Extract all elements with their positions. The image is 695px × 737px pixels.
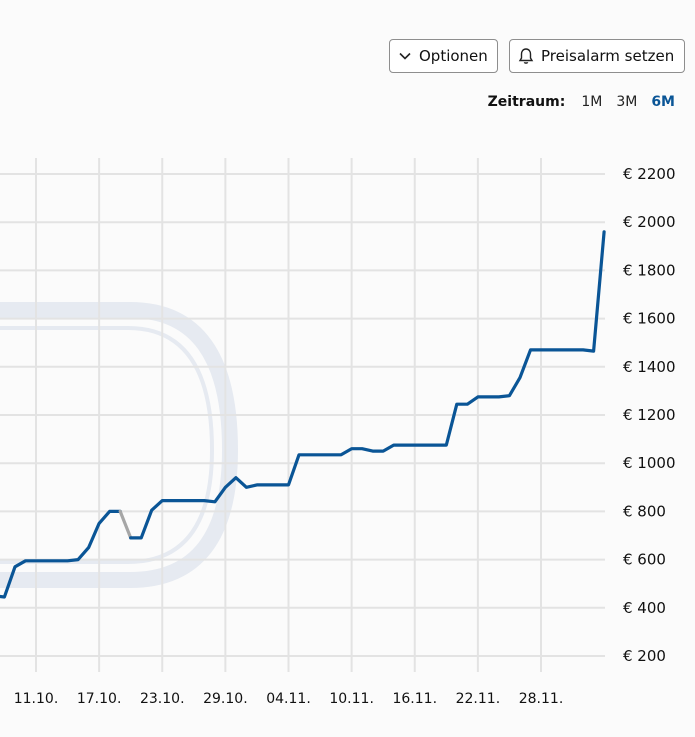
y-tick-label: € 800	[623, 502, 666, 520]
time-range-label: Zeitraum:	[487, 94, 566, 110]
options-button-label: Optionen	[419, 47, 488, 65]
range-option-3m[interactable]: 3M	[616, 94, 638, 110]
x-tick-label: 22.11.	[456, 691, 501, 707]
y-tick-label: € 1400	[623, 358, 676, 376]
y-tick-label: € 2200	[623, 165, 676, 183]
y-tick-label: € 1200	[623, 406, 676, 424]
y-tick-label: € 200	[623, 647, 666, 665]
y-tick-label: € 1800	[623, 261, 676, 279]
y-axis-ticks: € 200 € 400 € 600 € 800 € 1000 € 1200 € 1400 € …	[623, 165, 676, 665]
bell-icon	[518, 48, 534, 64]
x-axis-ticks: 11.10. 17.10. 23.10. 29.10. 04.11. 10.11. 16.1…	[14, 691, 564, 707]
series-line	[129, 230, 606, 540]
time-range-selector: Zeitraum: 1M 3M 6M	[488, 94, 681, 110]
y-tick-label: € 2000	[623, 213, 676, 231]
series-layer	[0, 230, 606, 599]
range-option-1m[interactable]: 1M	[581, 94, 603, 110]
x-tick-label: 04.11.	[266, 691, 311, 707]
x-tick-label: 10.11.	[329, 691, 374, 707]
x-tick-label: 11.10.	[14, 691, 59, 707]
price-alarm-button-label: Preisalarm setzen	[541, 47, 675, 65]
y-tick-label: € 400	[623, 599, 666, 617]
chevron-down-icon	[399, 52, 411, 60]
series-line	[0, 509, 122, 599]
price-chart: € 200 € 400 € 600 € 800 € 1000 € 1200 € 1400 € …	[0, 158, 676, 707]
range-option-6m[interactable]: 6M	[651, 94, 675, 110]
options-button[interactable]: Optionen	[389, 39, 498, 73]
x-tick-label: 28.11.	[519, 691, 564, 707]
x-tick-label: 29.10.	[203, 691, 248, 707]
x-tick-label: 16.11.	[392, 691, 437, 707]
x-tick-label: 23.10.	[140, 691, 185, 707]
price-alarm-button[interactable]: Preisalarm setzen	[509, 39, 685, 73]
series-line-gap	[118, 509, 133, 540]
y-tick-label: € 1000	[623, 454, 676, 472]
grid-lines	[0, 158, 605, 672]
y-tick-label: € 1600	[623, 310, 676, 328]
watermark-logo	[0, 302, 239, 588]
x-tick-label: 17.10.	[77, 691, 122, 707]
y-tick-label: € 600	[623, 551, 666, 569]
